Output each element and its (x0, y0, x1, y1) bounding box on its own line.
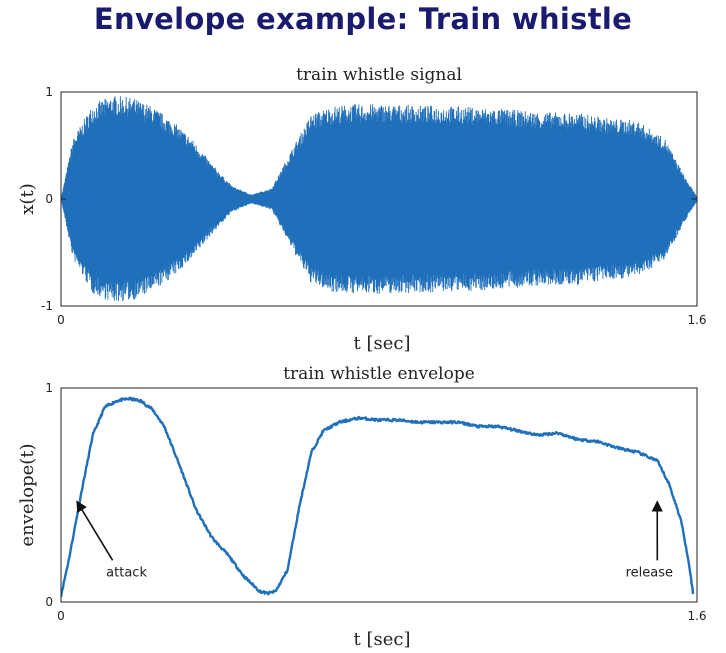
x-tick-label: 1.6 (687, 609, 706, 623)
envelope-chart: train whistle envelope 01 0 1.6 attack rel… (17, 364, 707, 650)
annotation-label: attack (106, 565, 147, 580)
signal-y-axis-label: x(t) (17, 183, 38, 214)
signal-x-ticks: 0 1.6 (57, 301, 707, 327)
x-tick-label: 0 (57, 313, 65, 327)
y-tick-label: 1 (45, 85, 53, 99)
y-tick-label: -1 (41, 299, 53, 313)
x-tick-label: 1.6 (687, 313, 706, 327)
signal-chart-title: train whistle signal (296, 65, 462, 85)
envelope-annotations: attack release (76, 500, 673, 580)
y-tick-label: 1 (45, 381, 53, 395)
y-tick-label: 0 (45, 595, 53, 609)
signal-x-axis-label: t [sec] (354, 333, 411, 354)
annotation-arrow (76, 500, 114, 561)
signal-y-ticks: -1 0 1 (41, 85, 697, 313)
x-tick-label: 0 (57, 609, 65, 623)
envelope-chart-title: train whistle envelope (283, 364, 475, 384)
annotation-label: release (626, 565, 673, 580)
envelope-plot-frame (60, 387, 698, 603)
envelope-y-ticks: 01 (45, 381, 697, 609)
envelope-y-axis-label: envelope(t) (17, 443, 38, 546)
envelope-x-ticks: 0 1.6 (57, 597, 707, 623)
envelope-line (61, 396, 695, 598)
signal-chart: train whistle signal -101 0 1.6 t [sec] x… (17, 65, 707, 354)
signal-waveform (61, 96, 697, 302)
page-title: Envelope example: Train whistle (93, 2, 633, 36)
y-tick-label: 0 (45, 192, 53, 206)
envelope-x-axis-label: t [sec] (354, 629, 411, 650)
